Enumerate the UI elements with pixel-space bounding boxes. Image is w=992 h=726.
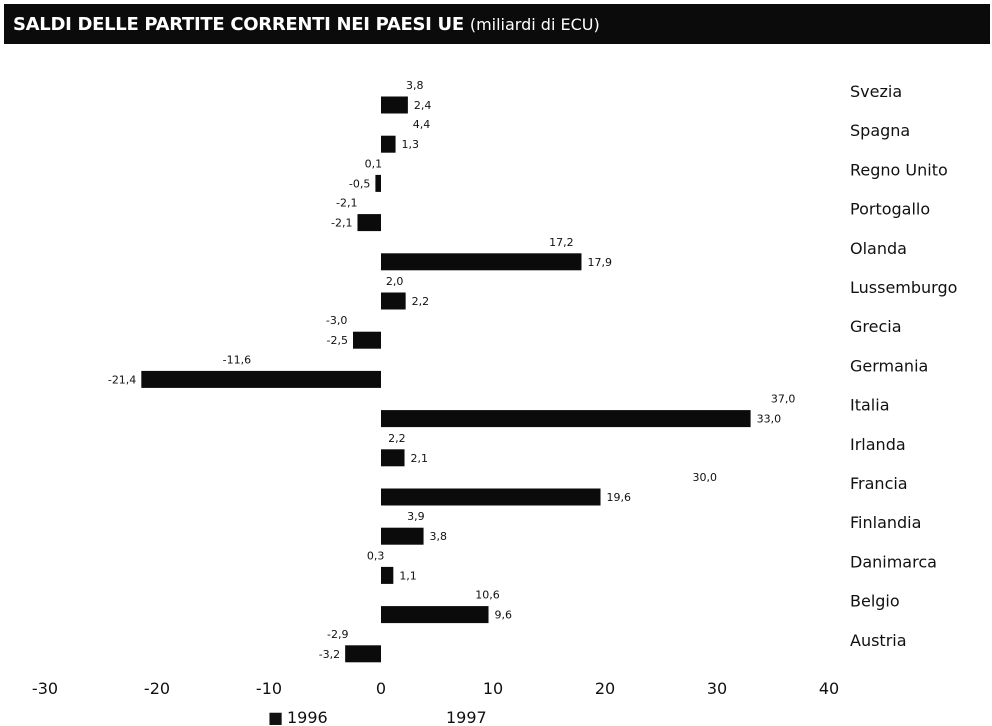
x-tick-label: -20 <box>144 679 170 698</box>
x-tick-label: -30 <box>32 679 58 698</box>
category-label-italia: Italia <box>850 396 890 415</box>
x-tick-label: 0 <box>376 679 386 698</box>
value-label-1996-spagna: 1,3 <box>402 138 420 151</box>
value-label-1997-italia: 37,0 <box>771 393 796 406</box>
value-label-1996-olanda: 17,9 <box>587 256 612 269</box>
legend-label-1997: 1997 <box>446 708 487 726</box>
category-label-portogallo: Portogallo <box>850 200 930 219</box>
legend-marker-1996: ■ <box>268 708 283 726</box>
bar-1996-finlandia <box>381 527 424 545</box>
value-label-1997-lussemburgo: 2,0 <box>386 275 404 288</box>
x-tick-label: 30 <box>707 679 727 698</box>
value-label-1996-portogallo: -2,1 <box>331 217 352 230</box>
category-label-danimarca: Danimarca <box>850 552 937 571</box>
value-label-1996-lussemburgo: 2,2 <box>412 295 430 308</box>
bar-1996-francia <box>381 488 601 506</box>
bar-1996-grecia <box>353 331 381 349</box>
value-label-1996-irlanda: 2,1 <box>411 452 429 465</box>
value-label-1996-finlandia: 3,8 <box>430 530 448 543</box>
value-label-1997-francia: 30,0 <box>693 471 718 484</box>
category-labels-layer: Svezia Spagna Regno Unito Portogallo Olanda L… <box>850 82 957 650</box>
value-label-1997-germania: -11,6 <box>223 353 251 366</box>
value-label-1996-svezia: 2,4 <box>414 99 432 112</box>
value-label-1996-regno-unito: -0,5 <box>349 177 370 190</box>
category-label-finlandia: Finlandia <box>850 513 921 532</box>
x-tick-label: 40 <box>819 679 839 698</box>
value-label-1997-regno-unito: 0,1 <box>365 157 383 170</box>
value-label-1996-francia: 19,6 <box>607 491 632 504</box>
category-label-irlanda: Irlanda <box>850 435 906 454</box>
bar-1996-svezia <box>381 96 408 114</box>
category-label-spagna: Spagna <box>850 121 910 140</box>
x-axis-ticks-layer: -30 -20 -10 0 10 20 30 40 <box>32 679 839 698</box>
value-label-1997-irlanda: 2,2 <box>388 432 406 445</box>
bar-1996-germania <box>141 370 381 388</box>
bar-1996-austria <box>345 645 381 663</box>
category-label-austria: Austria <box>850 631 907 650</box>
legend: ■ 1996 1997 <box>268 708 487 726</box>
chart-title: SALDI DELLE PARTITE CORRENTI NEI PAESI U… <box>13 13 464 35</box>
category-label-svezia: Svezia <box>850 82 902 101</box>
value-label-1997-spagna: 4,4 <box>413 118 431 131</box>
bar-1996-danimarca <box>381 566 394 584</box>
bar-1996-spagna <box>381 135 396 153</box>
x-tick-label: 20 <box>595 679 615 698</box>
value-label-1997-portogallo: -2,1 <box>336 197 357 210</box>
category-label-olanda: Olanda <box>850 239 907 258</box>
value-label-1996-germania: -21,4 <box>108 373 136 386</box>
bar-1996-belgio <box>381 606 489 624</box>
value-label-1997-svezia: 3,8 <box>406 79 424 92</box>
legend-label-1996: 1996 <box>287 708 328 726</box>
x-tick-label: -10 <box>256 679 282 698</box>
bar-1996-portogallo <box>357 214 381 232</box>
bar-1996-regno-unito <box>375 174 381 192</box>
chart-title-bar: SALDI DELLE PARTITE CORRENTI NEI PAESI U… <box>4 4 990 44</box>
x-tick-label: 10 <box>483 679 503 698</box>
value-label-1997-olanda: 17,2 <box>549 236 574 249</box>
value-label-1997-danimarca: 0,3 <box>367 549 385 562</box>
value-label-1996-austria: -3,2 <box>319 648 340 661</box>
value-label-1996-belgio: 9,6 <box>495 609 513 622</box>
value-label-1997-grecia: -3,0 <box>326 314 347 327</box>
value-label-1997-belgio: 10,6 <box>475 589 500 602</box>
value-label-1996-danimarca: 1,1 <box>399 569 417 582</box>
category-label-belgio: Belgio <box>850 592 900 611</box>
bar-1996-lussemburgo <box>381 292 406 310</box>
bars-layer <box>141 96 751 663</box>
category-label-francia: Francia <box>850 474 908 493</box>
chart-subtitle: (miliardi di ECU) <box>469 14 600 34</box>
bar-1996-irlanda <box>381 449 405 467</box>
bar-1996-olanda <box>381 253 582 271</box>
value-label-1997-finlandia: 3,9 <box>407 510 425 523</box>
category-label-lussemburgo: Lussemburgo <box>850 278 957 297</box>
value-labels-layer: 2,4 3,8 1,3 4,4 -0,5 0,1 -2,1 -2,1 17,9 17,2 2,2 2,… <box>108 79 796 661</box>
value-label-1996-grecia: -2,5 <box>327 334 348 347</box>
bar-1996-italia <box>381 410 751 428</box>
value-label-1996-italia: 33,0 <box>757 413 782 426</box>
category-label-germania: Germania <box>850 356 928 375</box>
category-label-regno-unito: Regno Unito <box>850 160 948 179</box>
category-label-grecia: Grecia <box>850 317 902 336</box>
value-label-1997-austria: -2,9 <box>327 628 348 641</box>
